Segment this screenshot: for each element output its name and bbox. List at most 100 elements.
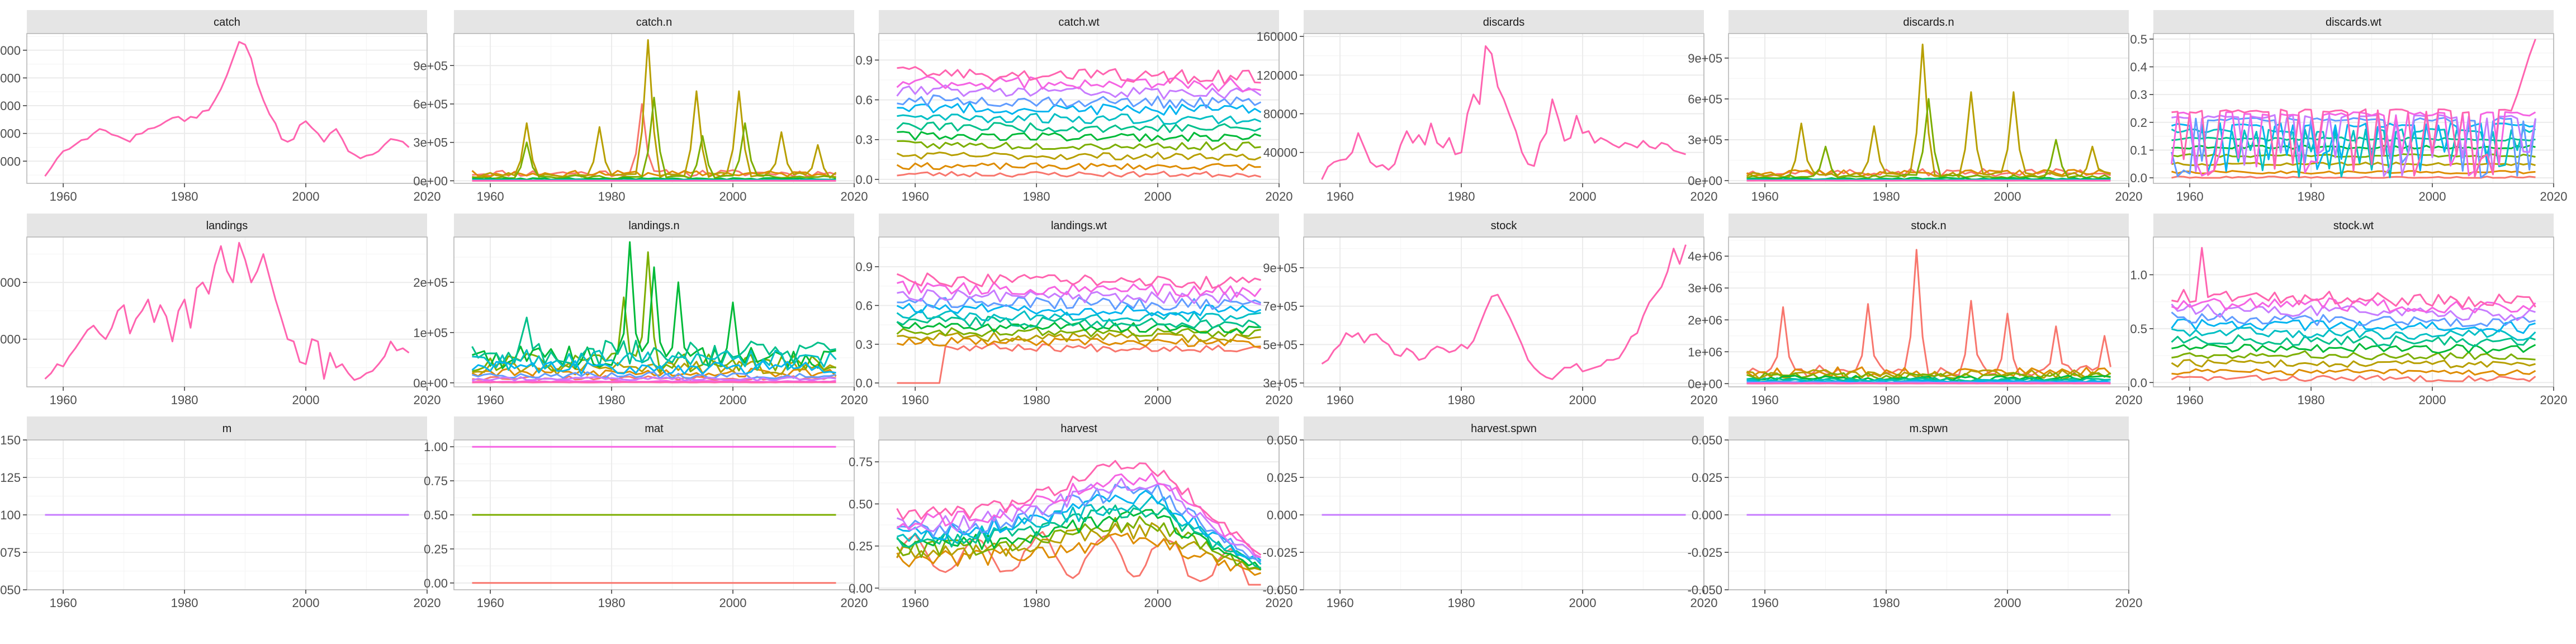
facet-title: discards.n [1903, 16, 1954, 29]
facet-title: stock.wt [2333, 220, 2374, 232]
y-tick-label: 0.00 [424, 576, 448, 590]
y-tick-label: 0.000 [1267, 508, 1298, 522]
facet-panel-stock-n: stock.n 0e+00 1e+06 2e+06 3e+06 4e+06 1960 1980… [1688, 214, 2142, 407]
panel-border [878, 439, 1280, 590]
x-tick-label: 1960 [902, 393, 929, 407]
x-tick-label: 2020 [2115, 393, 2143, 407]
y-tick-label: 3e+05 [413, 136, 448, 150]
series-line-6 [897, 112, 1262, 125]
x-tick-label: 1980 [598, 190, 626, 203]
series-line-1 [2171, 368, 2536, 376]
facet-strip [1304, 10, 1704, 34]
panel-border [26, 236, 428, 387]
series-line-7 [896, 303, 1262, 317]
y-tick-label: 0.0 [2130, 171, 2147, 185]
x-tick-label: 2000 [292, 393, 320, 407]
panel-border [1303, 33, 1704, 184]
panel-border [1303, 236, 1704, 387]
x-tick-label: 1960 [1751, 190, 1779, 203]
facet-panel-mat: mat 0.00 0.25 0.50 0.75 1.00 1960 1980 2000 2020 [424, 416, 868, 610]
x-tick-label: 2020 [1690, 393, 1718, 407]
series-line-6 [2171, 128, 2536, 178]
series-line-3 [472, 251, 836, 373]
y-tick-label: 0.25 [849, 539, 873, 553]
series-line-0 [2171, 375, 2536, 382]
x-tick-label: 2020 [2540, 393, 2568, 407]
series-line-0 [44, 41, 410, 177]
y-tick-label: 160000 [1257, 30, 1298, 44]
series-line-2 [897, 332, 1261, 343]
y-tick-label: 0.3 [855, 338, 873, 352]
y-tick-label: 100000 [0, 154, 21, 168]
panel-background [454, 34, 854, 183]
y-tick-label: 0.025 [1692, 471, 1722, 485]
series-line-4 [897, 131, 1261, 142]
series-line-8 [897, 296, 1262, 311]
series-line-3 [1746, 372, 2111, 381]
x-tick-label: 1980 [1873, 393, 1900, 407]
x-tick-label: 1960 [477, 190, 504, 203]
series-line-11 [896, 272, 1261, 290]
series-line-8 [472, 371, 836, 380]
panel-border [1728, 33, 2129, 184]
facet-title: m.spwn [1910, 423, 1948, 435]
x-tick-label: 2020 [841, 596, 868, 610]
x-tick-label: 2000 [719, 393, 747, 407]
x-tick-label: 1980 [171, 190, 198, 203]
facet-strip [879, 214, 1279, 237]
panel-background [1304, 237, 1704, 387]
y-tick-label: -0.025 [1263, 546, 1298, 560]
x-tick-label: 1980 [2298, 190, 2325, 203]
panel-border [1728, 236, 2129, 387]
y-tick-label: 3e+05 [1263, 376, 1298, 390]
x-tick-label: 2020 [2115, 596, 2143, 610]
series-line-0 [1321, 45, 1686, 180]
x-tick-label: 2020 [414, 596, 441, 610]
y-tick-label: 0.150 [0, 433, 21, 447]
series-line-0 [1321, 244, 1687, 380]
series-line-4 [896, 509, 1262, 571]
y-tick-label: 150000 [0, 276, 21, 290]
x-tick-label: 1960 [1751, 596, 1779, 610]
x-tick-label: 2020 [414, 393, 441, 407]
y-tick-label: 0.9 [855, 53, 873, 67]
series-line-5 [896, 121, 1262, 134]
x-tick-label: 2020 [414, 190, 441, 203]
x-tick-label: 2000 [719, 596, 747, 610]
y-tick-label: 80000 [1263, 107, 1298, 121]
panel-border [453, 33, 855, 184]
panel-border [453, 236, 855, 387]
y-tick-label: 0.3 [855, 133, 873, 147]
facet-title: landings.n [628, 220, 679, 232]
y-tick-label: 1.00 [424, 440, 448, 454]
facet-title: stock [1491, 220, 1518, 232]
series-line-3 [1746, 98, 2111, 179]
series-line-1 [471, 367, 837, 378]
series-line-4 [2171, 343, 2536, 354]
facet-strip [879, 416, 1279, 440]
series-line-0 [44, 242, 410, 381]
facet-strip [454, 10, 854, 34]
panel-border [26, 33, 428, 184]
panel-background [27, 237, 427, 387]
series-line-0 [896, 531, 1261, 586]
y-tick-label: 200000 [0, 99, 21, 113]
panel-border [878, 33, 1280, 184]
series-line-9 [896, 477, 1261, 558]
y-tick-label: 9e+05 [413, 59, 448, 73]
x-tick-label: 1960 [477, 596, 504, 610]
panel-background [1729, 237, 2129, 387]
y-tick-label: 0.50 [424, 508, 448, 522]
facet-panel-landings-wt: landings.wt 0.0 0.3 0.6 0.9 1960 1980 2000 2020 [855, 214, 1292, 407]
series-line-6 [472, 349, 837, 371]
series-line-4 [472, 177, 836, 181]
facet-title: stock.n [1911, 220, 1946, 232]
x-tick-label: 1960 [902, 596, 929, 610]
series-line-5 [2171, 136, 2536, 142]
facet-strip [454, 416, 854, 440]
y-tick-label: 0.000 [1692, 508, 1722, 522]
y-tick-label: 0.6 [855, 93, 873, 107]
y-tick-label: 0.050 [1267, 433, 1298, 447]
series-line-10 [472, 380, 836, 383]
x-tick-label: 2000 [1569, 596, 1597, 610]
